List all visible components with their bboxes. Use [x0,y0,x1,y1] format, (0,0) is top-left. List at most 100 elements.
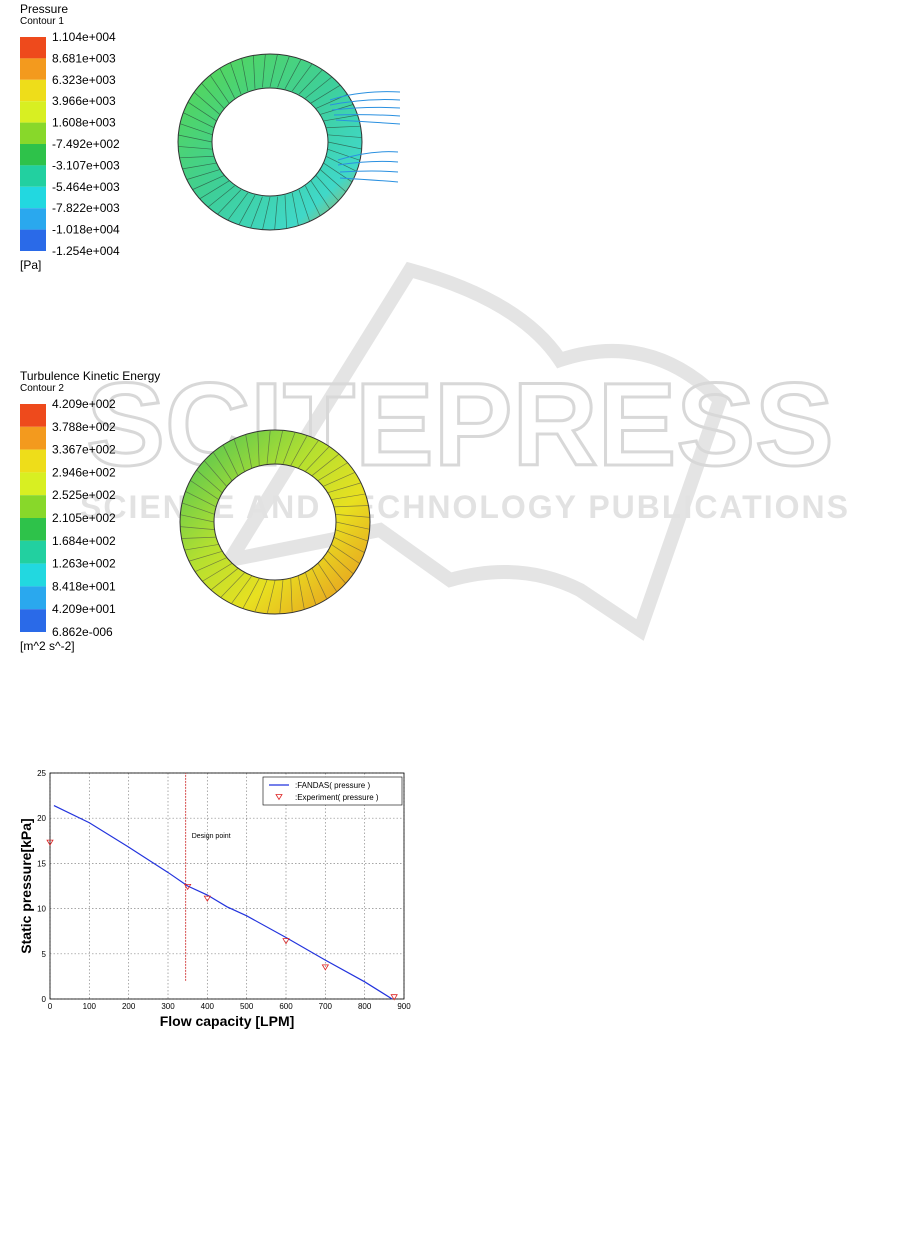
data-point [183,884,192,891]
blade [181,502,215,515]
blade [238,195,256,225]
blade [327,482,361,494]
blade [333,536,365,553]
blade [219,68,236,99]
blade [267,580,276,613]
blade [220,572,245,598]
level-label: 6.323e+003 [52,73,116,87]
blade [231,575,252,604]
data-point [282,938,290,945]
level-label: 8.681e+003 [52,51,116,65]
level-label: -7.492e+002 [52,137,120,151]
blade [317,563,337,592]
blade [298,189,310,222]
legend-box [262,776,403,806]
x-tick-label: 0 [48,1002,53,1011]
blade [323,472,355,487]
blade [242,578,260,609]
blade [262,197,271,230]
blade [290,578,293,612]
color-band [20,449,46,473]
x-tick-label: 300 [161,1002,175,1011]
x-tick-label: 700 [319,1002,333,1011]
color-band [20,165,46,187]
level-label: 3.966e+003 [52,94,116,108]
plot-frame [49,772,405,1000]
blade [277,56,290,88]
color-band [20,122,46,144]
color-band [20,609,46,632]
blade [217,189,242,215]
blade [304,185,321,216]
color-band [20,426,46,450]
blade [298,69,323,95]
blade [327,134,362,138]
blade [211,568,239,590]
blade [178,146,213,150]
color-band [20,586,46,610]
blade [315,175,339,201]
color-band [20,58,46,80]
blade [269,54,278,87]
blade [178,134,213,143]
legend-title: Pressure [20,2,68,16]
color-band [20,208,46,230]
level-label: 3.788e+002 [52,420,116,434]
legend-unit: [Pa] [20,258,41,272]
blade [279,580,284,614]
blade [262,54,266,88]
blade [320,169,346,192]
blade [291,63,313,92]
blade [305,446,330,472]
blade [204,460,227,487]
level-label: -7.822e+003 [52,201,120,215]
legend-unit: [m^2 s^-2] [20,639,75,653]
color-band [20,144,46,166]
blade [182,162,217,170]
y-axis-label: Static pressure[kPa] [18,818,34,953]
color-band [20,518,46,541]
blade [201,83,225,109]
legend-title: Turbulence Kinetic Energy [20,369,160,383]
blade [233,439,245,472]
blade [181,536,217,539]
level-label: -1.254e+004 [52,244,120,258]
color-band [20,404,46,427]
blade [284,59,302,89]
y-tick-label: 0 [42,995,47,1004]
blade [327,148,361,161]
data-point [321,964,330,971]
blade [323,114,358,122]
blade [305,572,317,605]
legend-label: :Experiment( pressure ) [295,793,379,802]
x-tick-label: 100 [83,1002,97,1011]
blade [326,125,361,129]
blade [335,514,370,518]
blade [282,432,296,465]
y-tick-label: 5 [42,950,47,959]
color-band [20,229,46,251]
blade [187,101,217,122]
blade [223,445,239,476]
level-label: 1.608e+003 [52,116,116,130]
watermark-shape [215,261,729,641]
blade [195,557,227,572]
legend-label: :FANDAS( pressure ) [295,781,370,790]
level-label: 4.209e+002 [52,397,116,411]
y-tick-label: 25 [37,769,46,778]
level-label: 6.862e-006 [52,625,113,639]
blade [257,432,260,466]
blade [284,195,287,228]
color-band [20,472,46,496]
blade [310,180,330,209]
blade [266,430,271,464]
blade [274,431,283,464]
blade [245,435,253,468]
level-label: 1.684e+002 [52,534,116,548]
color-band [20,563,46,587]
blade [184,544,219,551]
level-label: 2.946e+002 [52,465,116,479]
blade [335,529,369,542]
blade [186,169,220,180]
blade [213,452,233,481]
